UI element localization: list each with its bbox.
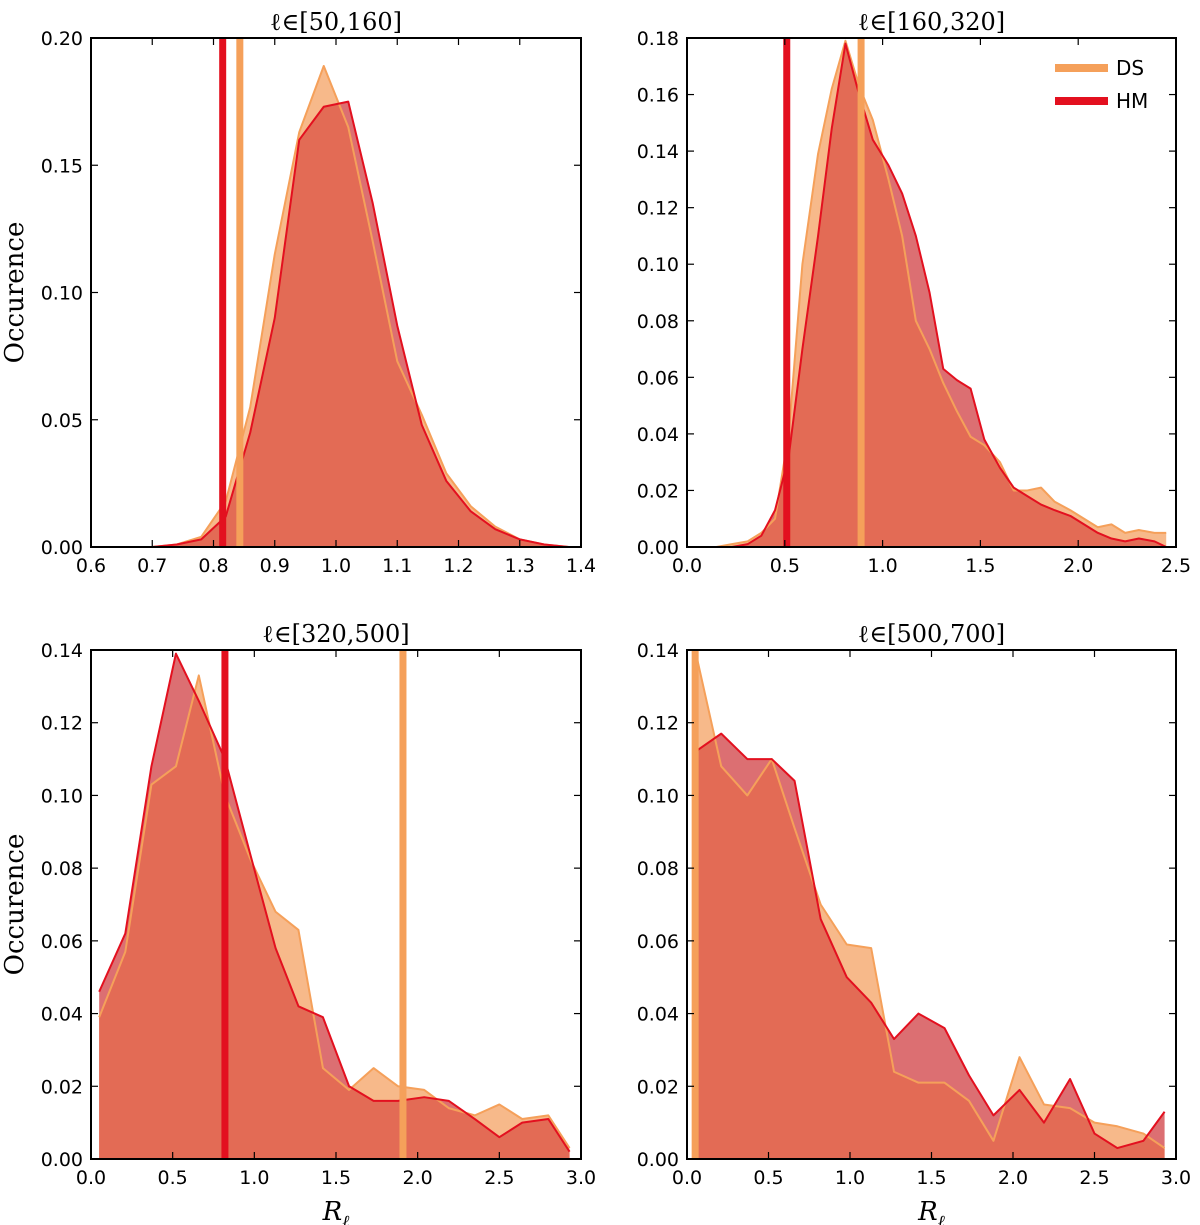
y-tick-label: 0.10: [637, 785, 679, 807]
y-tick-label: 0.20: [41, 28, 83, 50]
area-fill-overlap: [716, 40, 1167, 547]
y-tick-label: 0.15: [41, 155, 83, 177]
x-tick-label: 1.2: [443, 555, 473, 577]
x-tick-label: 0.8: [198, 555, 228, 577]
y-tick-label: 0.14: [637, 141, 679, 163]
y-tick-label: 0.12: [637, 713, 679, 735]
x-tick-label: 1.3: [505, 555, 535, 577]
y-tick-label: 0.10: [41, 283, 83, 305]
panel-title: ℓ∈[320,500]: [262, 620, 409, 648]
y-tick-label: 0.12: [637, 198, 679, 220]
y-axis-label: Occurence: [0, 222, 30, 364]
x-tick-label: 2.5: [484, 1167, 514, 1189]
y-tick-label: 0.18: [637, 28, 679, 50]
legend-label-ds: DS: [1116, 56, 1144, 80]
x-tick-label: 1.0: [867, 555, 897, 577]
area-fill-overlap: [152, 66, 569, 547]
series-line-hm: [694, 732, 1166, 1150]
y-tick-label: 0.06: [637, 931, 679, 953]
y-axis-label: Occurence: [0, 834, 30, 976]
x-tick-label: 2.0: [998, 1167, 1028, 1189]
plot-area: [716, 38, 1167, 547]
y-tick-label: 0.08: [637, 311, 679, 333]
legend: DS HM: [1055, 56, 1148, 113]
panel-title: ℓ∈[50,160]: [270, 8, 402, 36]
x-tick-label: 0.5: [770, 555, 800, 577]
x-tick-label: 1.1: [382, 555, 412, 577]
y-tick-label: 0.04: [637, 424, 679, 446]
y-tick-label: 0.04: [637, 1004, 679, 1026]
y-tick-label: 0.06: [41, 931, 83, 953]
y-tick-label: 0.08: [41, 858, 83, 880]
x-tick-label: 0.0: [672, 1167, 702, 1189]
y-tick-label: 0.08: [637, 858, 679, 880]
panel-title: ℓ∈[500,700]: [858, 620, 1005, 648]
y-tick-label: 0.00: [637, 537, 679, 559]
y-tick-label: 0.05: [41, 410, 83, 432]
y-tick-label: 0.04: [41, 1004, 83, 1026]
y-tick-label: 0.02: [637, 480, 679, 502]
plot-area: [98, 650, 571, 1159]
chart-panel-1: 0.6 0.7 0.8 0.9 1.0 1.1 1.2 1.3 1.4 0.00 0.05 0.10 0…: [0, 8, 596, 577]
x-tick-label: 1.5: [916, 1167, 946, 1189]
y-tick-label: 0.00: [637, 1149, 679, 1171]
series-line-hm: [98, 652, 571, 1153]
y-tick-label: 0.00: [41, 537, 83, 559]
series-line-ds: [98, 674, 571, 1149]
x-tick-label: 0.5: [753, 1167, 783, 1189]
x-tick-label: 1.0: [835, 1167, 865, 1189]
y-tick-label: 0.10: [637, 254, 679, 276]
area-fill-overlap: [695, 650, 1165, 1159]
y-tick-label: 0.16: [637, 85, 679, 107]
x-tick-label: 2.0: [1063, 555, 1093, 577]
plot-area: [691, 650, 1166, 1159]
x-axis-label: Rℓ: [322, 1197, 350, 1225]
y-tick-label: 0.10: [41, 785, 83, 807]
x-tick-label: 1.5: [965, 555, 995, 577]
x-tick-label: 0.5: [158, 1167, 188, 1189]
chart-panel-2: 0.0 0.5 1.0 1.5 2.0 2.5 0.00 0.02 0.04 0.06 0.08 0.…: [637, 8, 1191, 577]
y-tick-label: 0.00: [41, 1149, 83, 1171]
series-line-hm: [716, 42, 1167, 547]
axes-frame: [686, 37, 1177, 548]
x-tick-label: 0.9: [260, 555, 290, 577]
x-tick-label: 1.5: [321, 1167, 351, 1189]
plot-area: [152, 38, 569, 547]
x-tick-label: 3.0: [566, 1167, 596, 1189]
x-tick-label: 3.0: [1161, 1167, 1191, 1189]
x-tick-label: 2.5: [1079, 1167, 1109, 1189]
x-axis-label: Rℓ: [917, 1197, 945, 1225]
chart-panel-4: 0.0 0.5 1.0 1.5 2.0 2.5 3.0 0.00 0.02 0.04 0.06 0.0…: [637, 620, 1191, 1225]
y-tick-label: 0.06: [637, 367, 679, 389]
x-tick-label: 0.0: [672, 555, 702, 577]
x-tick-label: 1.0: [239, 1167, 269, 1189]
y-tick-label: 0.02: [637, 1076, 679, 1098]
chart-panel-3: 0.0 0.5 1.0 1.5 2.0 2.5 3.0 0.00 0.02 0.04 0.06 0.0…: [0, 620, 596, 1225]
x-tick-label: 2.0: [403, 1167, 433, 1189]
x-tick-label: 0.0: [76, 1167, 106, 1189]
area-fill-overlap: [99, 675, 570, 1159]
x-tick-label: 2.5: [1161, 555, 1191, 577]
y-tick-label: 0.14: [637, 640, 679, 662]
x-tick-label: 0.7: [137, 555, 167, 577]
series-line-ds: [694, 650, 1166, 1149]
series-line-ds: [716, 39, 1167, 547]
x-tick-label: 1.4: [566, 555, 596, 577]
x-tick-label: 1.0: [321, 555, 351, 577]
y-tick-label: 0.02: [41, 1076, 83, 1098]
y-tick-label: 0.14: [41, 640, 83, 662]
x-tick-label: 0.6: [76, 555, 106, 577]
y-tick-label: 0.12: [41, 713, 83, 735]
legend-label-hm: HM: [1116, 89, 1148, 113]
panel-title: ℓ∈[160,320]: [858, 8, 1005, 36]
